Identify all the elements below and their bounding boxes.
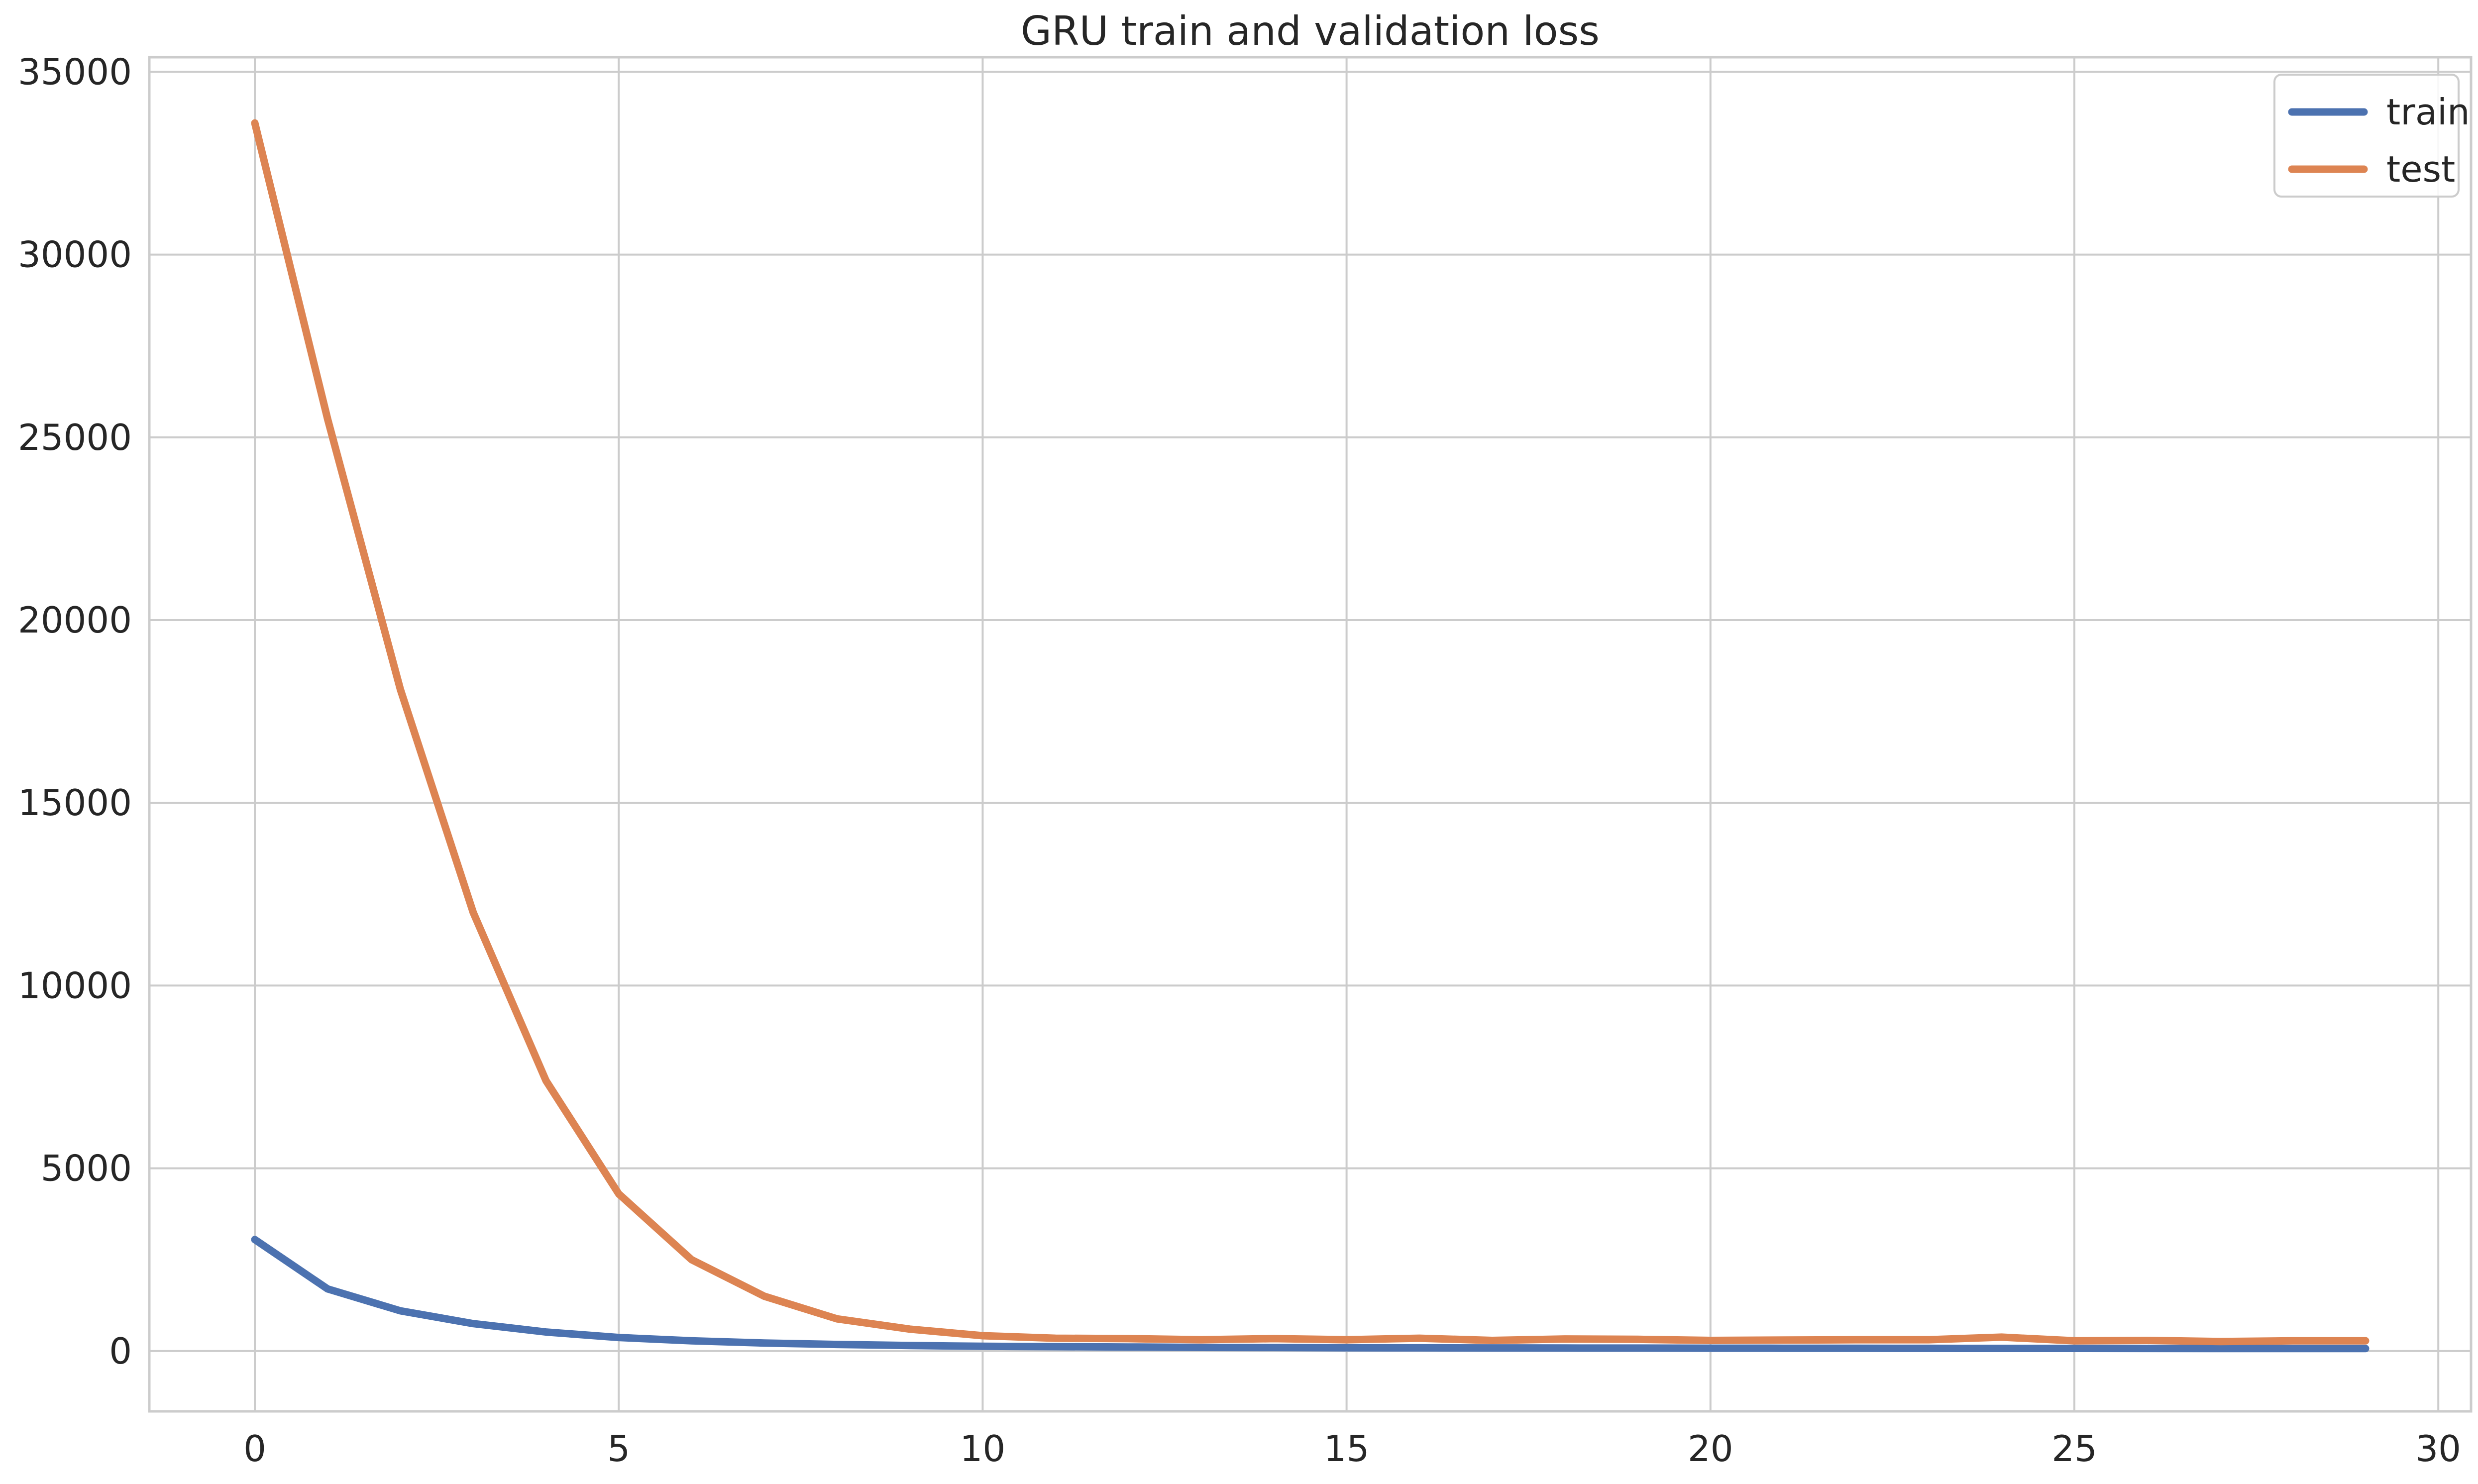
series-line-test bbox=[251, 119, 2370, 1346]
series-lines bbox=[251, 119, 2370, 1353]
y-tick-label: 10000 bbox=[18, 964, 132, 1006]
x-tick-label: 20 bbox=[1688, 1428, 1733, 1470]
grid-lines bbox=[149, 57, 2471, 1411]
x-tick-label: 5 bbox=[607, 1428, 630, 1470]
y-tick-label: 20000 bbox=[18, 599, 132, 641]
x-tick-label: 30 bbox=[2415, 1428, 2461, 1470]
chart-title: GRU train and validation loss bbox=[1021, 8, 1600, 54]
y-tick-label: 25000 bbox=[18, 417, 132, 458]
plot-border bbox=[148, 56, 2473, 1413]
y-axis-tick-labels: 0 5000 10000 15000 20000 25000 30000 35000 bbox=[18, 51, 132, 1372]
x-tick-label: 25 bbox=[2051, 1428, 2097, 1470]
legend: train test bbox=[2273, 74, 2470, 198]
x-axis-tick-labels: 0 5 10 15 20 25 30 bbox=[243, 1428, 2461, 1470]
plot-frame bbox=[148, 56, 2473, 1413]
y-tick-label: 15000 bbox=[18, 782, 132, 824]
x-tick-label: 15 bbox=[1324, 1428, 1370, 1470]
y-tick-label: 30000 bbox=[18, 234, 132, 276]
series-line-train bbox=[251, 1236, 2370, 1353]
legend-label-train: train bbox=[2386, 91, 2470, 133]
y-tick-label: 0 bbox=[109, 1330, 132, 1372]
y-tick-label: 35000 bbox=[18, 51, 132, 93]
x-tick-label: 10 bbox=[960, 1428, 1006, 1470]
legend-label-test: test bbox=[2386, 148, 2455, 190]
x-tick-label: 0 bbox=[243, 1428, 266, 1470]
y-tick-label: 5000 bbox=[41, 1148, 132, 1189]
